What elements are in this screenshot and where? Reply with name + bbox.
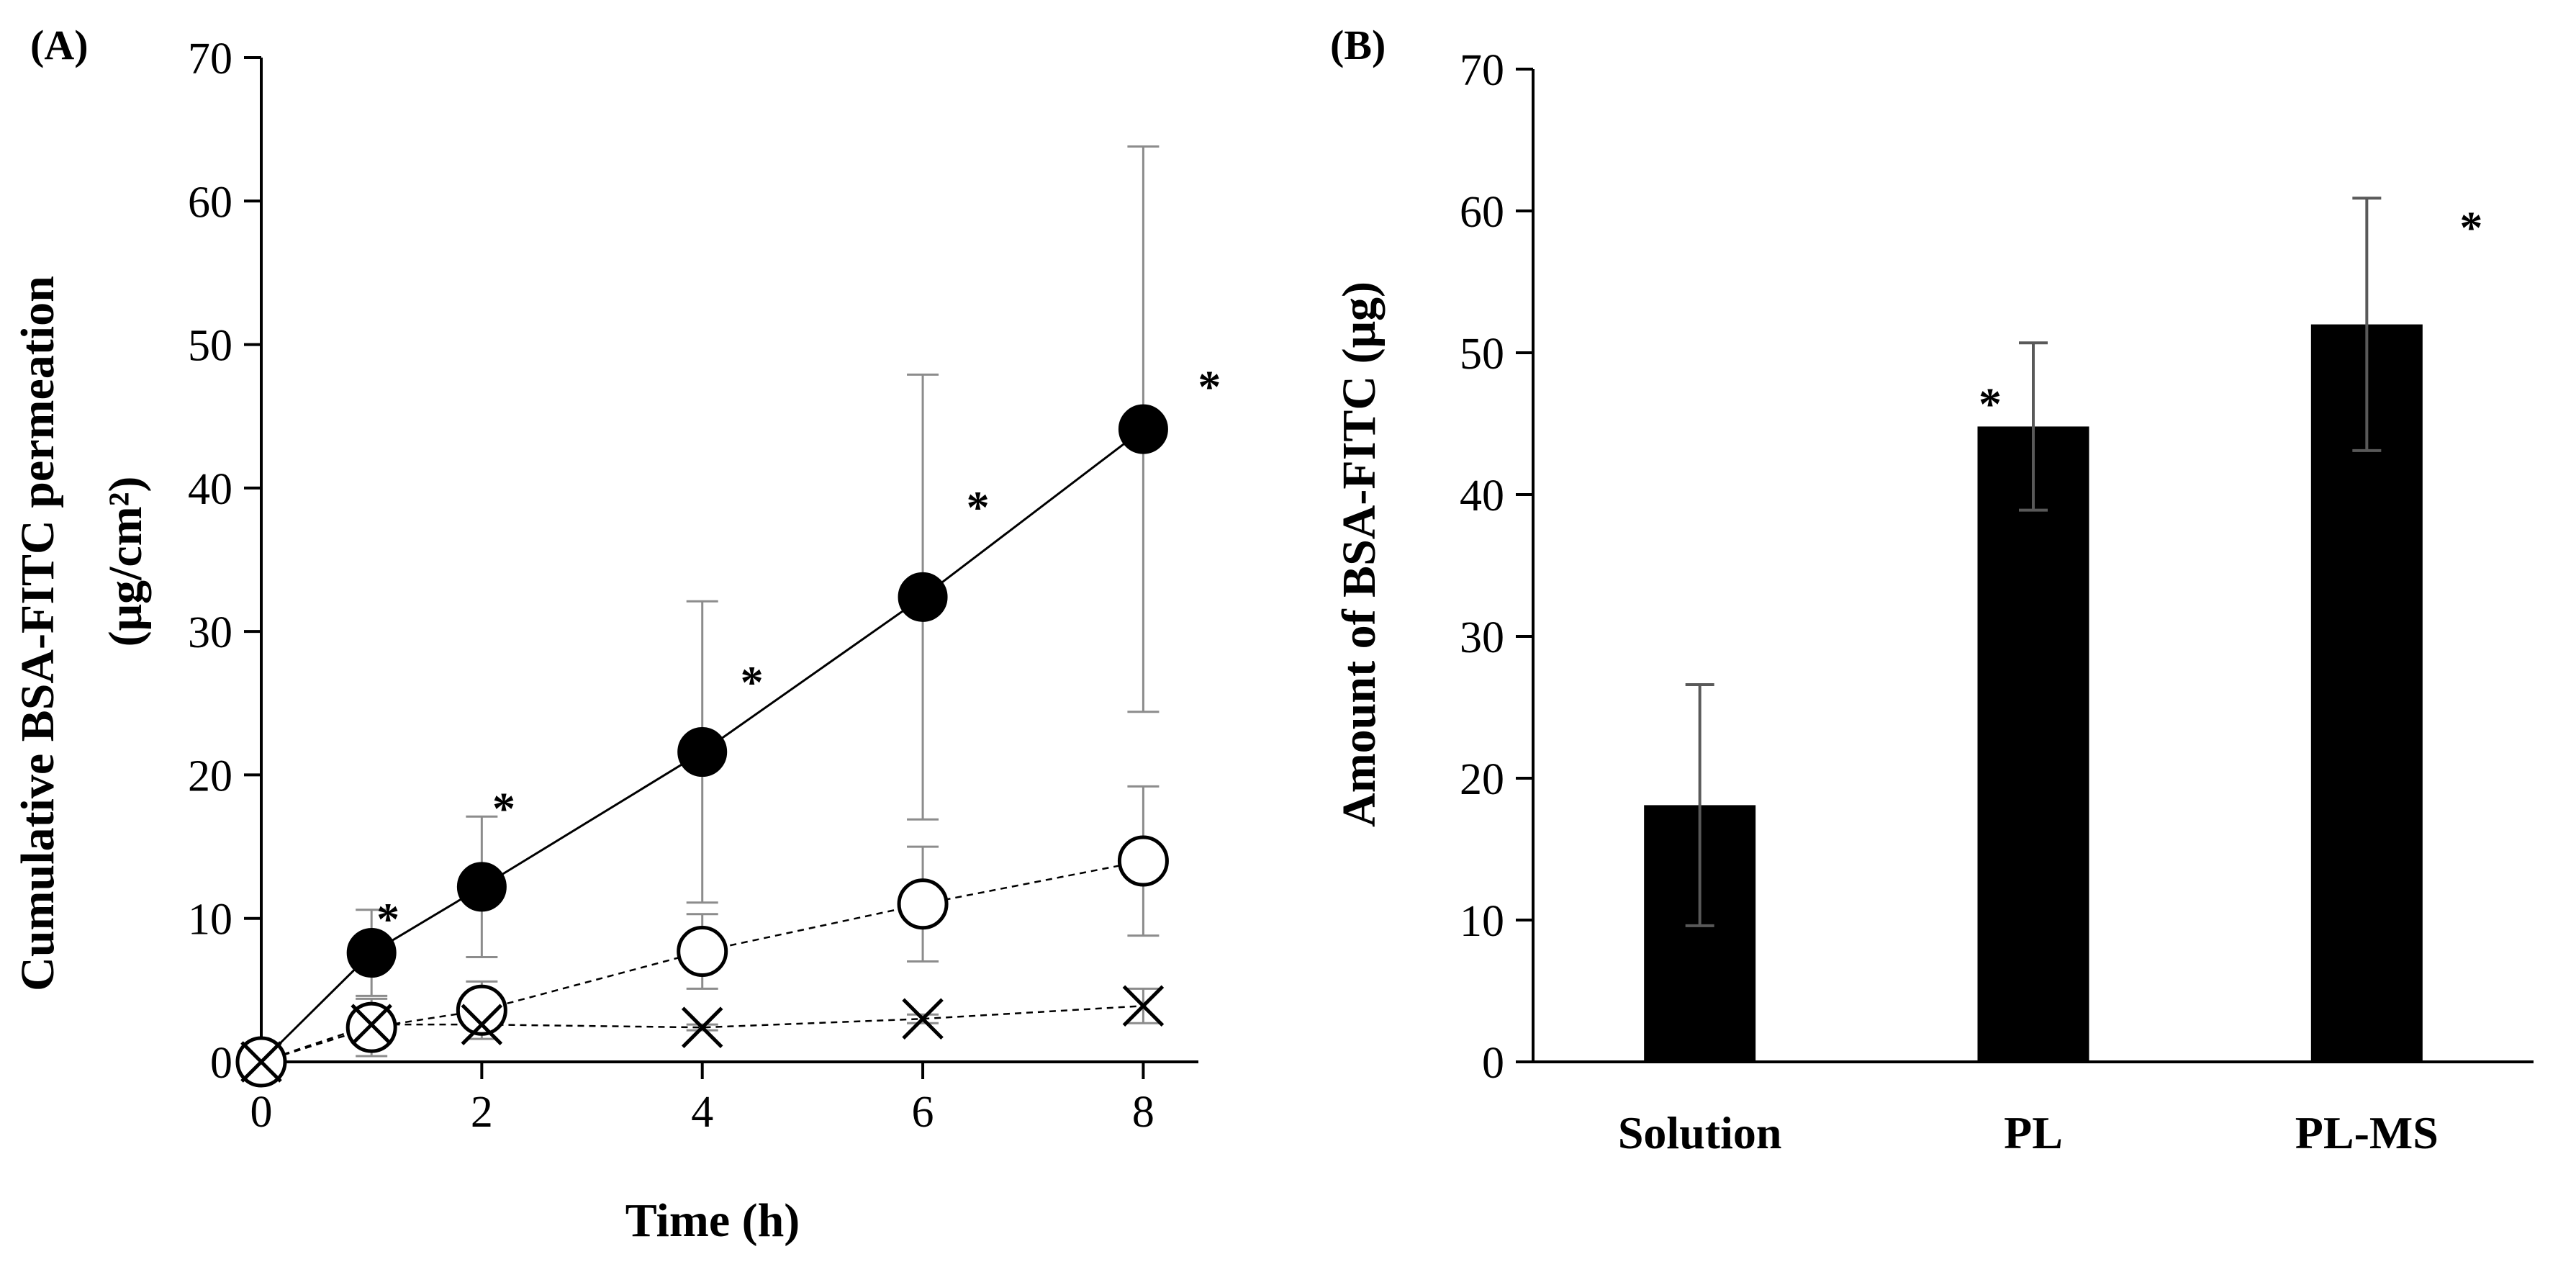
panel-a-marker-cross — [461, 1004, 503, 1045]
panel-a-marker-cross — [240, 1041, 282, 1083]
panel-a-marker-cross — [681, 1006, 723, 1048]
panel-a-y-axis-title-line2: (μg/cm²) — [99, 477, 152, 647]
panel-a-y-tick-label: 10 — [188, 896, 232, 945]
panel-a-y-tick-label: 30 — [188, 608, 232, 657]
panel-a-y-tick-label: 50 — [188, 322, 232, 371]
panel-a-x-tick-label: 6 — [912, 1088, 934, 1137]
panel-a-error-bars — [356, 145, 1160, 1058]
panel-a-axes: 0 10 20 30 40 50 60 70 0 2 4 6 8 — [188, 35, 1198, 1137]
panel-a-marker-cross — [351, 1004, 392, 1045]
panel-b-y-tick-label: 40 — [1460, 472, 1504, 520]
panel-a-y-tick-label: 70 — [188, 35, 232, 84]
panel-b-y-tick-label: 50 — [1460, 330, 1504, 379]
panel-a-significance-star: * — [1198, 361, 1221, 412]
panel-a-marker-cross — [1122, 985, 1165, 1027]
panel-a-marker-open-circle — [677, 926, 728, 978]
panel-a-marker-filled-circle — [677, 727, 728, 778]
panel-a-marker-filled-circle — [346, 928, 397, 978]
panel-b-annotations: ** — [1979, 202, 2482, 429]
panel-a-marker-open-circle — [1117, 835, 1169, 887]
panel-a-x-tick-label: 4 — [691, 1088, 713, 1137]
panel-a-y-tick-label: 60 — [188, 178, 232, 227]
panel-b-category-label: PL-MS — [2295, 1107, 2439, 1158]
panel-a-annotations: * * * * * — [376, 361, 1221, 944]
panel-b-label: (B) — [1330, 22, 1386, 68]
panel-b-y-tick-label: 30 — [1460, 613, 1504, 662]
panel-a-y-tick-label: 0 — [210, 1039, 232, 1088]
panel-a-significance-star: * — [967, 482, 990, 533]
panel-a-y-axis-title-line1: Cumulative BSA-FITC permeation — [12, 276, 64, 991]
panel-a-marker-open-circle — [456, 984, 507, 1036]
panel-b-significance-star: * — [1979, 378, 2002, 429]
panel-b-y-tick-label: 0 — [1482, 1039, 1504, 1088]
panel-a-series-line-filled-circle — [260, 428, 1144, 1063]
panel-a-marker-filled-circle — [1118, 404, 1168, 454]
panel-a-x-tick-label: 0 — [250, 1088, 273, 1137]
panel-a-marker-cross — [902, 998, 944, 1040]
panel-b-bar-pl — [1977, 426, 2089, 1062]
panel-a-markers — [235, 404, 1169, 1088]
panel-a-marker-filled-circle — [456, 862, 507, 912]
panel-a-significance-star: * — [492, 783, 515, 834]
panel-b-significance-star: * — [2459, 202, 2482, 253]
panel-b-bar-chart: (B) Amount of BSA-FITC (μg) Solution PL PL… — [1330, 22, 2534, 1158]
panel-a-label: (A) — [30, 22, 89, 68]
panel-b-category-label: Solution — [1618, 1107, 1782, 1158]
panel-a-marker-open-circle — [345, 1001, 397, 1053]
panel-b-bars — [1644, 324, 2423, 1063]
panel-a-marker-filled-circle — [898, 572, 948, 622]
panel-b-axes: Solution PL PL-MS 0 10 20 30 40 50 60 70 — [1460, 46, 2534, 1158]
panel-b-y-tick-label: 70 — [1460, 46, 1504, 95]
panel-b-y-tick-label: 10 — [1460, 897, 1504, 946]
panel-b-y-tick-label: 60 — [1460, 188, 1504, 237]
panel-b-y-tick-label: 20 — [1460, 755, 1504, 804]
panel-a-significance-star: * — [376, 893, 399, 945]
panel-a-line-chart: (A) Time (h) Cumulative BSA-FITC permeat… — [12, 22, 1221, 1247]
panel-a-marker-open-circle — [897, 878, 949, 930]
panel-a-x-tick-label: 8 — [1132, 1088, 1154, 1137]
panel-a-x-tick-label: 2 — [471, 1088, 493, 1137]
panel-a-x-axis-title: Time (h) — [625, 1194, 800, 1247]
panel-b-y-axis-title: Amount of BSA-FITC (μg) — [1333, 281, 1386, 827]
panel-b-error-bars — [1685, 197, 2382, 927]
panel-b-category-label: PL — [2004, 1107, 2063, 1158]
panel-a-y-tick-label: 20 — [188, 752, 232, 801]
panel-a-y-tick-label: 40 — [188, 465, 232, 514]
panel-a-significance-star: * — [741, 657, 764, 708]
